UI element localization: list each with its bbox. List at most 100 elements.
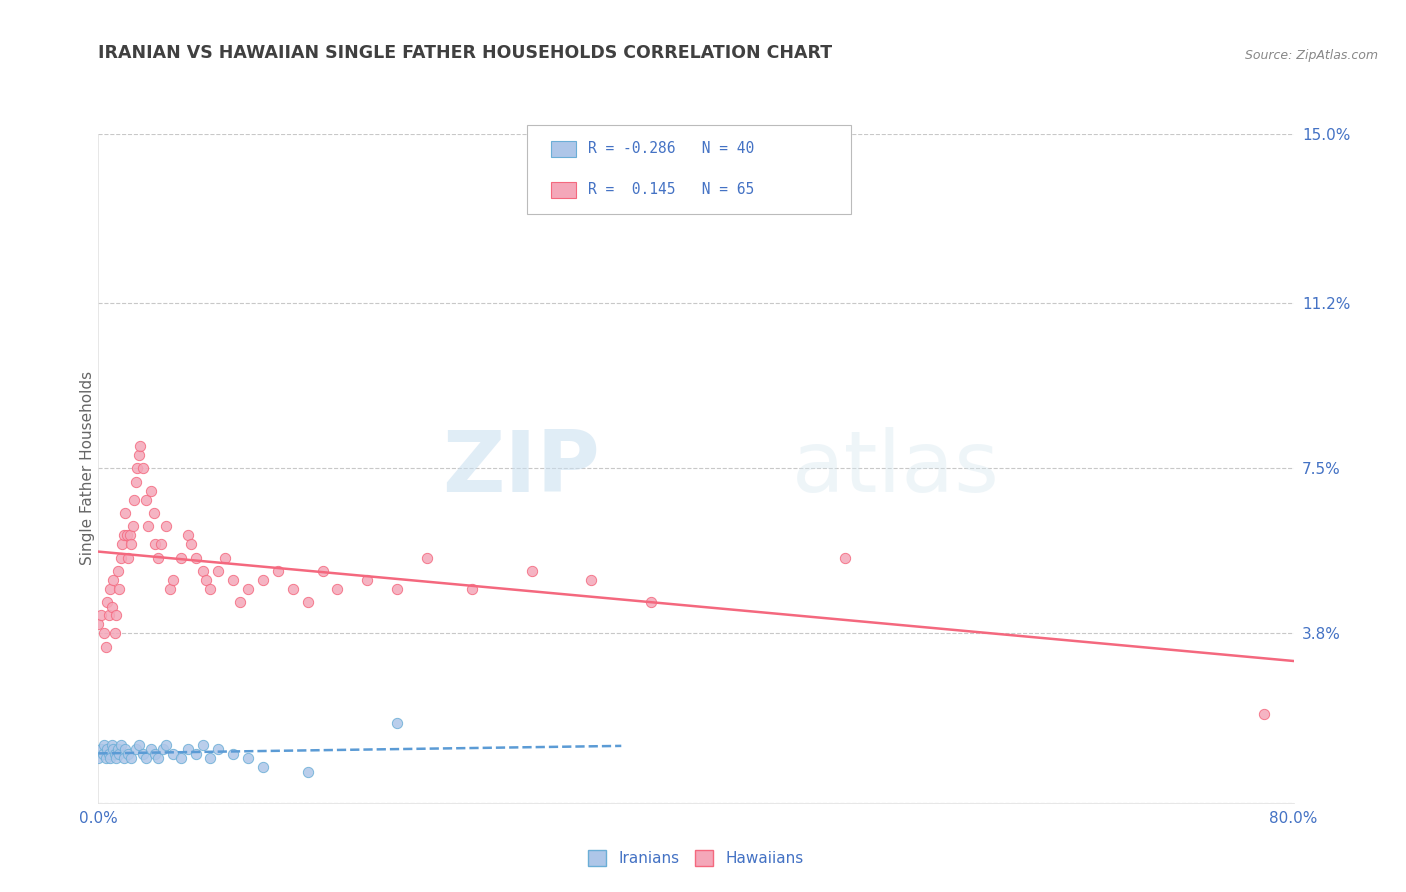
Point — [152, 742, 174, 756]
Point — [98, 582, 122, 596]
Point — [124, 492, 146, 507]
Point — [96, 742, 118, 756]
Point — [120, 537, 142, 551]
Point — [117, 747, 139, 761]
Point — [207, 742, 229, 756]
Point — [159, 582, 181, 596]
Point — [162, 747, 184, 761]
Point — [142, 506, 165, 520]
Point — [148, 550, 170, 565]
Point — [139, 742, 162, 756]
Text: Source: ZipAtlas.com: Source: ZipAtlas.com — [1244, 49, 1378, 62]
Point — [104, 626, 127, 640]
Point — [311, 564, 333, 578]
Point — [135, 751, 157, 765]
Point — [87, 617, 110, 632]
Point — [90, 608, 112, 623]
Point — [101, 599, 124, 614]
Point — [184, 550, 207, 565]
Point — [94, 640, 117, 654]
Point — [118, 528, 141, 542]
Point — [93, 738, 115, 752]
Point — [104, 747, 127, 761]
Point — [385, 715, 409, 730]
Point — [222, 573, 245, 587]
Text: ZIP: ZIP — [443, 426, 600, 510]
Point — [180, 537, 202, 551]
Point — [125, 475, 148, 489]
Point — [229, 595, 252, 609]
Point — [184, 747, 207, 761]
Point — [114, 742, 136, 756]
Point — [111, 537, 134, 551]
Point — [103, 573, 125, 587]
Text: atlas: atlas — [792, 426, 1000, 510]
Point — [101, 738, 124, 752]
Point — [125, 742, 148, 756]
Point — [97, 608, 120, 623]
Point — [640, 595, 662, 609]
Point — [191, 738, 214, 752]
Point — [177, 742, 200, 756]
Point — [191, 564, 214, 578]
Point — [105, 608, 128, 623]
Point — [96, 595, 118, 609]
Point — [281, 582, 304, 596]
Point — [108, 747, 131, 761]
Point — [107, 742, 129, 756]
Y-axis label: Single Father Households: Single Father Households — [80, 371, 94, 566]
Point — [416, 550, 439, 565]
Point — [461, 582, 484, 596]
Point — [194, 573, 218, 587]
Text: R = -0.286   N = 40: R = -0.286 N = 40 — [588, 142, 754, 156]
Point — [114, 506, 136, 520]
Point — [155, 519, 177, 533]
Point — [112, 751, 135, 765]
Point — [200, 751, 222, 765]
Point — [110, 550, 132, 565]
Point — [581, 573, 603, 587]
Point — [356, 573, 378, 587]
Point — [252, 760, 274, 774]
Point — [252, 573, 274, 587]
Point — [207, 564, 229, 578]
Point — [110, 738, 132, 752]
Point — [143, 747, 166, 761]
Point — [136, 519, 159, 533]
Point — [169, 751, 191, 765]
Point — [297, 764, 319, 779]
Point — [135, 492, 157, 507]
Point — [115, 528, 138, 542]
Text: R =  0.145   N = 65: R = 0.145 N = 65 — [588, 183, 754, 197]
Point — [834, 550, 856, 565]
Point — [139, 483, 162, 498]
Point — [236, 751, 259, 765]
Point — [132, 461, 155, 475]
Point — [107, 564, 129, 578]
Point — [162, 573, 184, 587]
Point — [105, 751, 128, 765]
Point — [200, 582, 222, 596]
Point — [148, 751, 170, 765]
Point — [520, 564, 543, 578]
Point — [326, 582, 349, 596]
Point — [93, 626, 115, 640]
Point — [97, 747, 120, 761]
Point — [222, 747, 245, 761]
Point — [90, 742, 112, 756]
Point — [120, 751, 142, 765]
Point — [236, 582, 259, 596]
Point — [177, 528, 200, 542]
Legend: Iranians, Hawaiians: Iranians, Hawaiians — [582, 844, 810, 872]
Point — [214, 550, 236, 565]
Point — [103, 742, 125, 756]
Point — [385, 582, 409, 596]
Point — [128, 448, 150, 462]
Point — [127, 461, 149, 475]
Point — [297, 595, 319, 609]
Point — [98, 751, 122, 765]
Point — [128, 738, 150, 752]
Text: IRANIAN VS HAWAIIAN SINGLE FATHER HOUSEHOLDS CORRELATION CHART: IRANIAN VS HAWAIIAN SINGLE FATHER HOUSEH… — [98, 45, 832, 62]
Point — [112, 528, 135, 542]
Point — [169, 550, 191, 565]
